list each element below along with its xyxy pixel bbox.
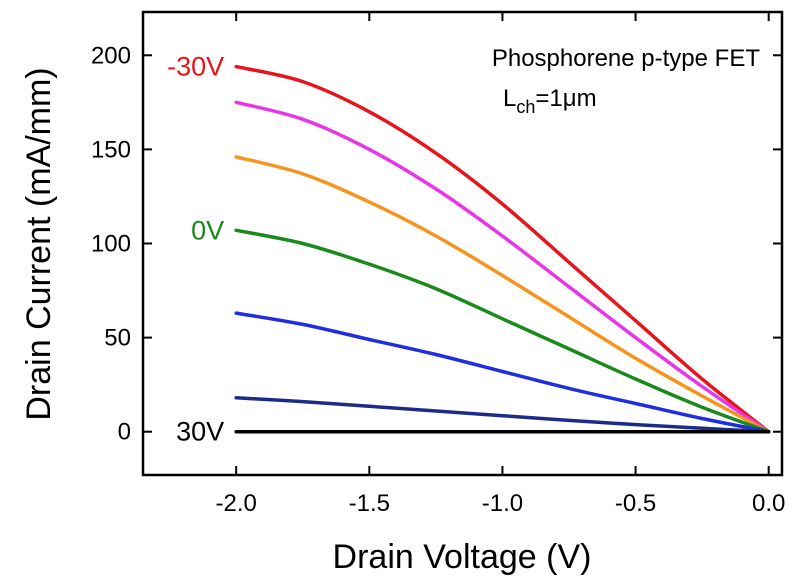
x-tick-label: 0.0	[752, 490, 785, 517]
y-tick-label: 150	[91, 136, 131, 163]
x-tick-label: -1.0	[482, 490, 523, 517]
x-tick-label: -0.5	[615, 490, 656, 517]
y-tick-label: 50	[104, 325, 131, 352]
y-tick-label: 100	[91, 231, 131, 258]
series-line-1	[234, 100, 771, 434]
channel-length-annotation: Lch=1μm	[503, 85, 597, 117]
series-line-0	[234, 64, 771, 434]
channel-length-symbol: L	[503, 85, 516, 112]
series-lines	[234, 64, 771, 434]
x-tick-label: -1.5	[349, 490, 390, 517]
y-tick-label: 200	[91, 42, 131, 69]
series-label: -30V	[167, 52, 224, 82]
y-axis-ticks: 0 50 100 150 200	[91, 42, 782, 446]
series-line-5	[234, 396, 771, 434]
x-tick-label: -2.0	[216, 490, 257, 517]
series-line-4	[234, 311, 771, 434]
x-axis-ticks: -2.0 -1.5 -1.0 -0.5 0.0	[216, 12, 785, 517]
channel-length-subscript: ch	[516, 97, 535, 117]
device-annotation: Phosphorene p-type FET	[492, 45, 760, 72]
plot-frame	[141, 10, 784, 477]
series-label: 0V	[191, 215, 224, 245]
x-axis-title: Drain Voltage (V)	[333, 538, 592, 576]
y-tick-label: 0	[118, 419, 131, 446]
y-axis-title: Drain Current (mA/mm)	[20, 67, 58, 420]
channel-length-value: =1μm	[535, 85, 596, 112]
series-label: 30V	[176, 417, 224, 447]
series-line-3	[234, 228, 771, 434]
series-labels: -30V 0V 30V	[167, 52, 224, 447]
series-line-2	[234, 155, 771, 434]
